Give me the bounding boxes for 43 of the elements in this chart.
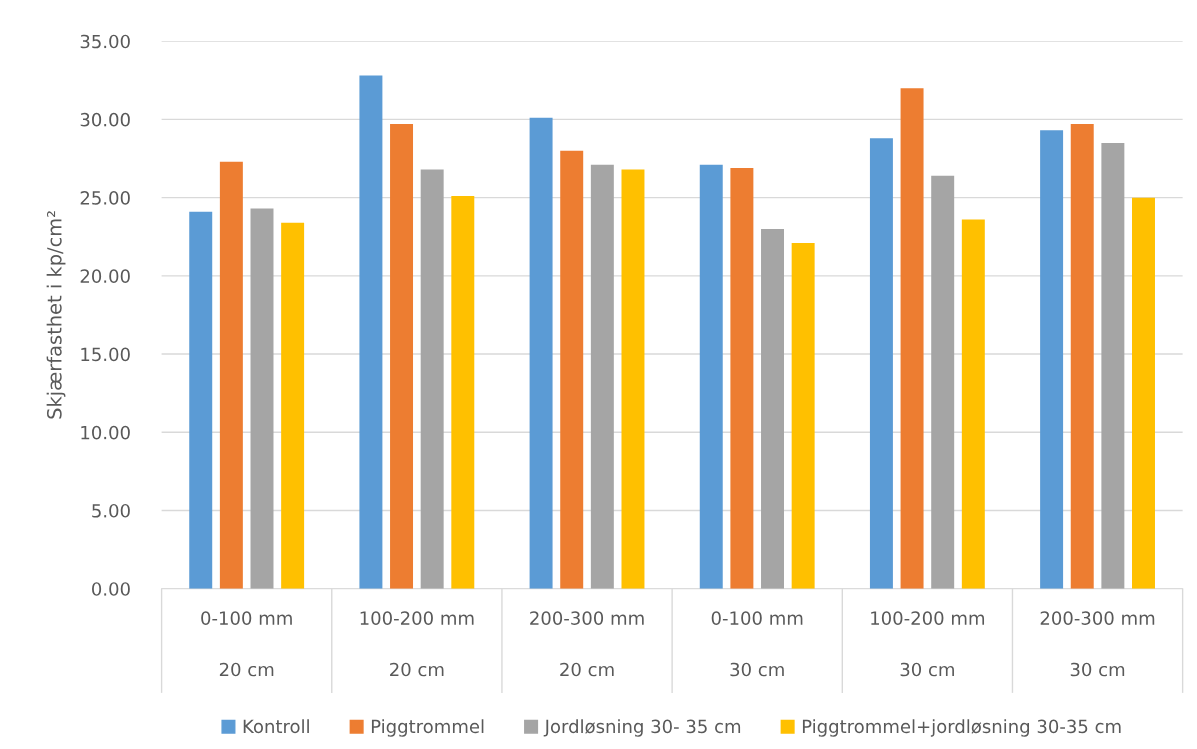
bar	[931, 175, 955, 589]
legend-label: Piggtrommel+jordløsning 30-35 cm	[802, 719, 1121, 737]
y-tick-label: 35.00	[80, 34, 130, 49]
category-label: 0-100 mm 30 cm	[711, 611, 803, 677]
y-tick-label: 30.00	[80, 112, 130, 127]
bar	[390, 124, 414, 589]
bar	[250, 208, 274, 589]
bar	[699, 164, 723, 589]
bar	[621, 169, 645, 589]
legend-label: Kontroll	[243, 719, 309, 734]
category-label: 100-200 mm 20 cm	[360, 611, 474, 677]
bar	[730, 167, 754, 589]
category-label: 0-100 mm 20 cm	[201, 611, 292, 677]
bar	[1070, 124, 1094, 589]
bar	[590, 164, 614, 589]
bar	[529, 117, 553, 589]
bar	[281, 222, 305, 589]
bar	[420, 169, 444, 589]
bar	[869, 138, 893, 589]
category-label: 200-300 mm 30 cm	[1040, 611, 1155, 677]
bar	[219, 161, 243, 589]
bar	[1132, 197, 1155, 589]
bar	[791, 242, 815, 589]
bar	[359, 75, 383, 589]
y-axis-title: Skjærfasthet i kp/cm²	[46, 211, 66, 419]
category-label: 200-300 mm 20 cm	[530, 611, 644, 677]
y-tick-label: 15.00	[81, 347, 130, 362]
category-label: 100-200 mm 30 cm	[871, 611, 985, 677]
legend-label: Piggtrommel	[371, 719, 484, 737]
y-tick-label: 5.00	[92, 503, 130, 518]
bar	[1101, 142, 1125, 589]
y-tick-label: 25.00	[80, 191, 130, 205]
bar	[189, 211, 213, 589]
y-tick-label: 0.00	[92, 582, 130, 596]
y-tick-label: 20.00	[80, 269, 130, 283]
y-tick-label: 10.00	[81, 425, 130, 440]
bar	[1040, 130, 1064, 589]
bar	[560, 150, 584, 589]
bar	[900, 88, 924, 589]
bar	[961, 219, 985, 589]
bar	[451, 196, 475, 589]
bar	[761, 228, 784, 589]
legend-label: Jordløsning 30- 35 cm	[543, 719, 741, 737]
